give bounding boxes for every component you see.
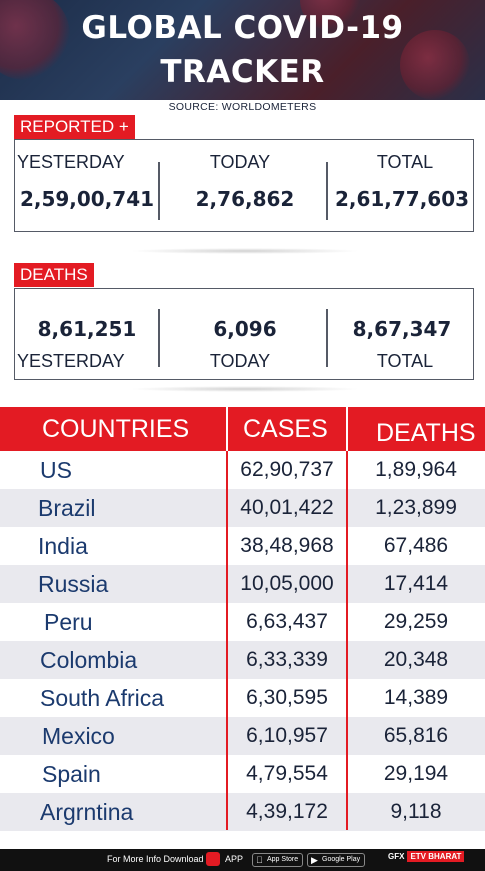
gfx-credit: GFX ETV BHARAT <box>388 851 465 862</box>
country-name: US <box>40 457 72 483</box>
deaths-total-value: 8,67,347 <box>352 317 452 341</box>
country-name: South Africa <box>40 685 165 711</box>
google-play-label: Google Play <box>322 856 361 863</box>
play-icon: ▶ <box>311 855 318 865</box>
header-countries: COUNTRIES <box>42 415 190 443</box>
header-cases: CASES <box>243 415 328 443</box>
reported-total-label: TOTAL <box>376 152 434 172</box>
cases-value: 6,30,595 <box>246 686 328 709</box>
country-name: India <box>38 533 88 559</box>
reported-total-value: 2,61,77,603 <box>334 187 470 211</box>
column-divider <box>346 451 348 830</box>
table-row: Colombia 6,33,339 20,348 <box>0 641 485 679</box>
footer-bar: For More Info Download APP  App Store ▶… <box>0 849 485 871</box>
table-row: US 62,90,737 1,89,964 <box>0 451 485 489</box>
reported-box: YESTERDAY TODAY TOTAL 2,59,00,741 2,76,8… <box>14 139 474 232</box>
country-name: Brazil <box>38 495 96 521</box>
cases-value: 4,39,172 <box>246 800 328 823</box>
app-store-label: App Store <box>267 856 299 863</box>
table-row: Peru 6,63,437 29,259 <box>0 603 485 641</box>
header-divider <box>346 407 348 451</box>
cases-value: 10,05,000 <box>240 572 334 595</box>
cases-value: 6,63,437 <box>246 610 328 633</box>
deaths-total-label: TOTAL <box>376 351 434 371</box>
source-label: SOURCE: WORLDOMETERS <box>168 101 317 113</box>
country-name: Spain <box>42 761 101 787</box>
cases-value: 38,48,968 <box>240 534 334 557</box>
table-row: Russia 10,05,000 17,414 <box>0 565 485 603</box>
country-name: Colombia <box>40 647 138 673</box>
header-banner: GLOBAL COVID-19 TRACKER <box>0 0 485 100</box>
reported-tag: REPORTED + <box>14 115 135 139</box>
footer-info-text: For More Info Download <box>107 854 204 864</box>
deaths-value: 17,414 <box>383 572 449 595</box>
table-row: Spain 4,79,554 29,194 <box>0 755 485 793</box>
deaths-yesterday-label: YESTERDAY <box>17 351 125 371</box>
footer-app-label[interactable]: APP <box>225 854 244 864</box>
table-row: South Africa 6,30,595 14,389 <box>0 679 485 717</box>
reported-yesterday-label: YESTERDAY <box>17 152 125 172</box>
cases-value: 40,01,422 <box>240 496 334 519</box>
deaths-box: 8,61,251 6,096 8,67,347 YESTERDAY TODAY … <box>14 288 474 380</box>
table-row: Mexico 6,10,957 65,816 <box>0 717 485 755</box>
page-title-line2: TRACKER <box>160 54 325 90</box>
page-title-line1: GLOBAL COVID-19 <box>81 10 404 46</box>
table-row: India 38,48,968 67,486 <box>0 527 485 565</box>
divider <box>326 309 328 367</box>
divider <box>326 162 328 220</box>
deaths-value: 1,89,964 <box>375 458 457 481</box>
country-name: Mexico <box>42 723 115 749</box>
gfx-label: GFX <box>388 852 405 861</box>
brand-logo: ETV BHARAT <box>407 851 465 862</box>
deaths-today-label: TODAY <box>209 351 271 371</box>
cases-value: 62,90,737 <box>240 458 334 481</box>
cases-value: 6,10,957 <box>246 724 328 747</box>
etv-app-icon[interactable] <box>206 852 220 866</box>
deaths-today-value: 6,096 <box>213 317 277 341</box>
google-play-badge[interactable]: ▶ Google Play <box>307 853 366 867</box>
deaths-value: 67,486 <box>383 534 449 557</box>
deaths-value: 65,816 <box>383 724 449 747</box>
divider <box>158 162 160 220</box>
virus-graphic <box>400 30 470 100</box>
table-header: COUNTRIES CASES DEATHS <box>0 407 485 451</box>
deaths-value: 20,348 <box>383 648 449 671</box>
reported-today-value: 2,76,862 <box>195 187 295 211</box>
cases-value: 6,33,339 <box>246 648 328 671</box>
deaths-value: 29,259 <box>383 610 449 633</box>
header-divider <box>226 407 228 451</box>
deaths-value: 29,194 <box>383 762 449 785</box>
column-divider <box>226 451 228 830</box>
deaths-value: 14,389 <box>383 686 449 709</box>
apple-icon:  <box>256 855 263 866</box>
header-deaths: DEATHS <box>376 419 476 447</box>
deaths-yesterday-value: 8,61,251 <box>37 317 137 341</box>
divider <box>158 309 160 367</box>
table-row: Brazil 40,01,422 1,23,899 <box>0 489 485 527</box>
country-name: Russia <box>38 571 109 597</box>
country-name: Argrntina <box>40 799 134 825</box>
app-store-badge[interactable]:  App Store <box>252 853 304 867</box>
reported-yesterday-value: 2,59,00,741 <box>19 187 155 211</box>
country-name: Peru <box>44 609 93 635</box>
deaths-value: 9,118 <box>390 800 442 823</box>
deaths-value: 1,23,899 <box>375 496 457 519</box>
table-row: Argrntina 4,39,172 9,118 <box>0 793 485 831</box>
reported-today-label: TODAY <box>209 152 271 172</box>
shadow-divider <box>130 248 360 254</box>
cases-value: 4,79,554 <box>246 762 328 785</box>
deaths-tag: DEATHS <box>14 263 94 287</box>
shadow-divider <box>130 386 360 392</box>
